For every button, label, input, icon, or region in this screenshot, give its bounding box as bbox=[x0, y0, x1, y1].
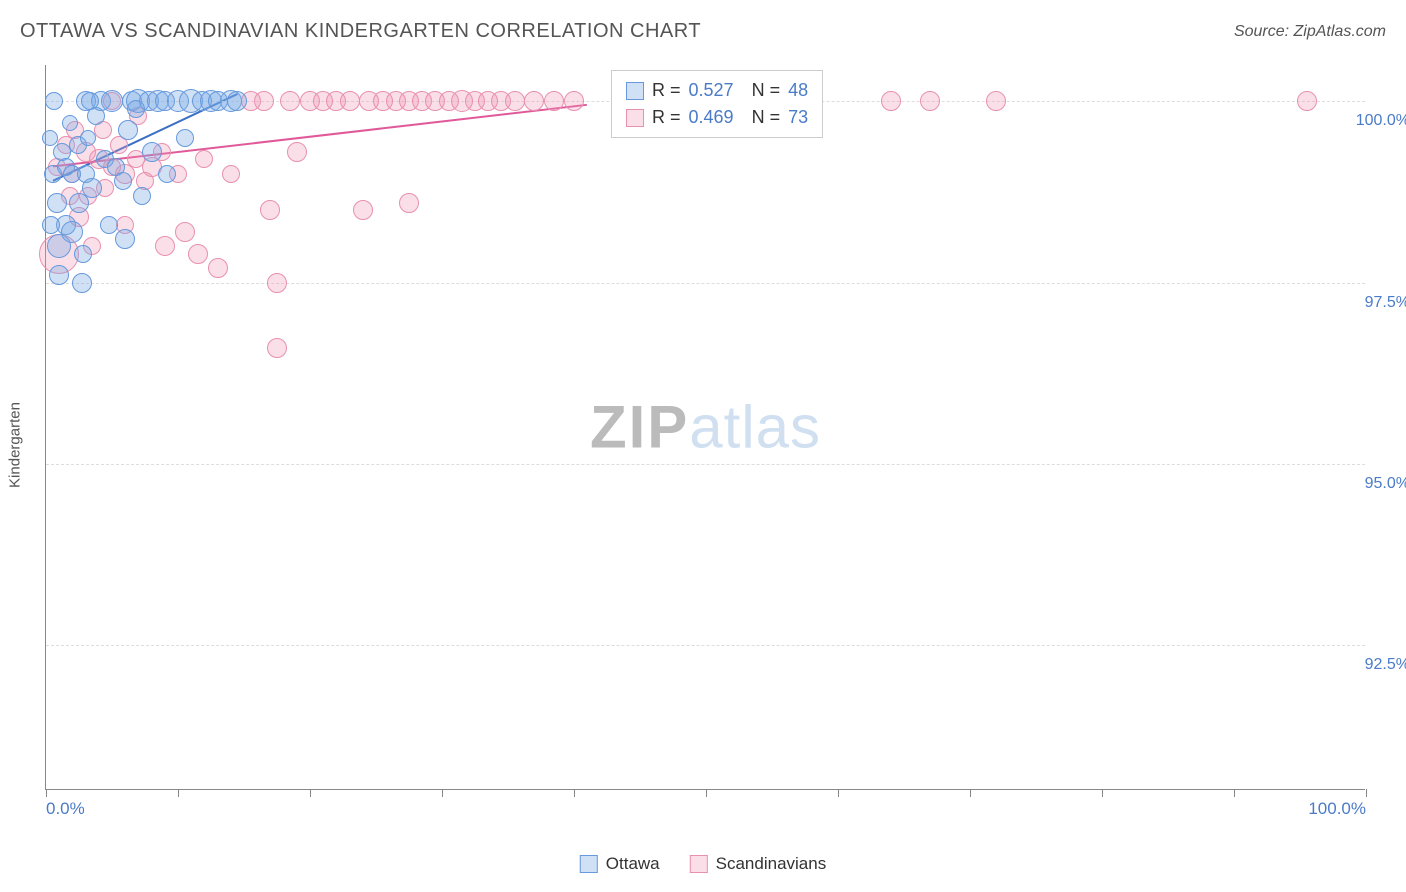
data-point-ottawa bbox=[42, 130, 58, 146]
data-point-ottawa bbox=[42, 216, 60, 234]
chart-title: OTTAWA VS SCANDINAVIAN KINDERGARTEN CORR… bbox=[20, 20, 701, 43]
x-tick bbox=[1366, 789, 1367, 797]
data-point-ottawa bbox=[80, 130, 96, 146]
legend-swatch-scandinavians bbox=[626, 109, 644, 127]
data-point-scandinavians bbox=[267, 338, 287, 358]
data-point-scandinavians bbox=[287, 142, 307, 162]
r-value-scandinavians: 0.469 bbox=[689, 104, 734, 131]
y-tick-label: 92.5% bbox=[1350, 656, 1406, 674]
data-point-scandinavians bbox=[1297, 91, 1317, 111]
x-tick bbox=[442, 789, 443, 797]
trendlines-svg bbox=[46, 65, 1365, 789]
data-point-ottawa bbox=[118, 120, 138, 140]
data-point-scandinavians bbox=[524, 91, 544, 111]
data-point-scandinavians bbox=[986, 91, 1006, 111]
data-point-scandinavians bbox=[208, 258, 228, 278]
data-point-ottawa bbox=[74, 245, 92, 263]
y-tick-label: 97.5% bbox=[1350, 294, 1406, 312]
x-tick bbox=[1234, 789, 1235, 797]
gridline-h bbox=[46, 283, 1365, 284]
data-point-scandinavians bbox=[188, 244, 208, 264]
data-point-ottawa bbox=[158, 165, 176, 183]
data-point-scandinavians bbox=[280, 91, 300, 111]
source-credit: Source: ZipAtlas.com bbox=[1234, 23, 1386, 41]
data-point-scandinavians bbox=[920, 91, 940, 111]
data-point-scandinavians bbox=[222, 165, 240, 183]
x-tick bbox=[1102, 789, 1103, 797]
gridline-h bbox=[46, 645, 1365, 646]
data-point-scandinavians bbox=[399, 193, 419, 213]
watermark: ZIPatlas bbox=[590, 393, 821, 462]
x-tick bbox=[838, 789, 839, 797]
data-point-scandinavians bbox=[260, 200, 280, 220]
n-value-ottawa: 48 bbox=[788, 77, 808, 104]
data-point-scandinavians bbox=[254, 91, 274, 111]
legend-swatch-ottawa bbox=[626, 82, 644, 100]
data-point-ottawa bbox=[101, 90, 123, 112]
gridline-h bbox=[46, 464, 1365, 465]
y-axis-label: Kindergarten bbox=[7, 402, 24, 488]
data-point-ottawa bbox=[49, 265, 69, 285]
x-tick bbox=[178, 789, 179, 797]
x-tick bbox=[310, 789, 311, 797]
data-point-ottawa bbox=[47, 193, 67, 213]
stats-legend-row-scandinavians: R = 0.469 N = 73 bbox=[626, 104, 808, 131]
r-equals: R = bbox=[652, 77, 681, 104]
data-point-ottawa bbox=[127, 100, 145, 118]
plot-area: ZIPatlas 92.5%95.0%97.5%100.0%0.0%100.0%… bbox=[45, 65, 1365, 790]
r-equals: R = bbox=[652, 104, 681, 131]
data-point-scandinavians bbox=[353, 200, 373, 220]
data-point-ottawa bbox=[100, 216, 118, 234]
data-point-ottawa bbox=[114, 172, 132, 190]
data-point-ottawa bbox=[72, 273, 92, 293]
stats-legend-row-ottawa: R = 0.527 N = 48 bbox=[626, 77, 808, 104]
legend-swatch bbox=[690, 855, 708, 873]
data-point-scandinavians bbox=[881, 91, 901, 111]
y-tick-label: 100.0% bbox=[1350, 112, 1406, 130]
data-point-scandinavians bbox=[340, 91, 360, 111]
data-point-scandinavians bbox=[544, 91, 564, 111]
data-point-scandinavians bbox=[195, 150, 213, 168]
n-equals: N = bbox=[752, 104, 781, 131]
legend-swatch bbox=[580, 855, 598, 873]
legend-label: Ottawa bbox=[606, 854, 660, 874]
r-value-ottawa: 0.527 bbox=[689, 77, 734, 104]
n-equals: N = bbox=[752, 77, 781, 104]
data-point-ottawa bbox=[115, 229, 135, 249]
y-tick-label: 95.0% bbox=[1350, 475, 1406, 493]
x-tick bbox=[706, 789, 707, 797]
data-point-scandinavians bbox=[175, 222, 195, 242]
data-point-scandinavians bbox=[155, 236, 175, 256]
x-tick bbox=[970, 789, 971, 797]
legend-label: Scandinavians bbox=[716, 854, 827, 874]
data-point-ottawa bbox=[133, 187, 151, 205]
watermark-zip: ZIP bbox=[590, 394, 689, 461]
data-point-ottawa bbox=[176, 129, 194, 147]
x-tick bbox=[46, 789, 47, 797]
data-point-ottawa bbox=[81, 92, 99, 110]
watermark-atlas: atlas bbox=[689, 394, 821, 461]
data-point-scandinavians bbox=[564, 91, 584, 111]
n-value-scandinavians: 73 bbox=[788, 104, 808, 131]
x-tick bbox=[574, 789, 575, 797]
data-point-ottawa bbox=[82, 178, 102, 198]
x-tick-label: 0.0% bbox=[46, 799, 85, 819]
stats-legend: R = 0.527 N = 48 R = 0.469 N = 73 bbox=[611, 70, 823, 138]
data-point-ottawa bbox=[61, 221, 83, 243]
bottom-legend-item: Ottawa bbox=[580, 854, 660, 874]
x-tick-label: 100.0% bbox=[1308, 799, 1366, 819]
data-point-scandinavians bbox=[505, 91, 525, 111]
data-point-scandinavians bbox=[267, 273, 287, 293]
data-point-ottawa bbox=[142, 142, 162, 162]
data-point-ottawa bbox=[45, 92, 63, 110]
data-point-ottawa bbox=[62, 115, 78, 131]
chart-container: Kindergarten ZIPatlas 92.5%95.0%97.5%100… bbox=[45, 65, 1365, 825]
data-point-ottawa bbox=[227, 91, 247, 111]
bottom-legend-item: Scandinavians bbox=[690, 854, 827, 874]
bottom-legend: Ottawa Scandinavians bbox=[580, 854, 826, 874]
